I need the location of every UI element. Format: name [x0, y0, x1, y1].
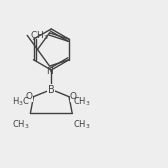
Text: N: N [46, 67, 53, 76]
Text: CH$_3$: CH$_3$ [30, 29, 49, 42]
Text: H$_3$C: H$_3$C [12, 95, 30, 108]
Text: O: O [70, 92, 77, 101]
Text: CH$_3$: CH$_3$ [12, 119, 30, 131]
Text: CH$_3$: CH$_3$ [73, 95, 91, 108]
Text: O: O [26, 92, 33, 101]
Text: CH$_3$: CH$_3$ [73, 119, 91, 131]
Text: B: B [48, 85, 55, 95]
